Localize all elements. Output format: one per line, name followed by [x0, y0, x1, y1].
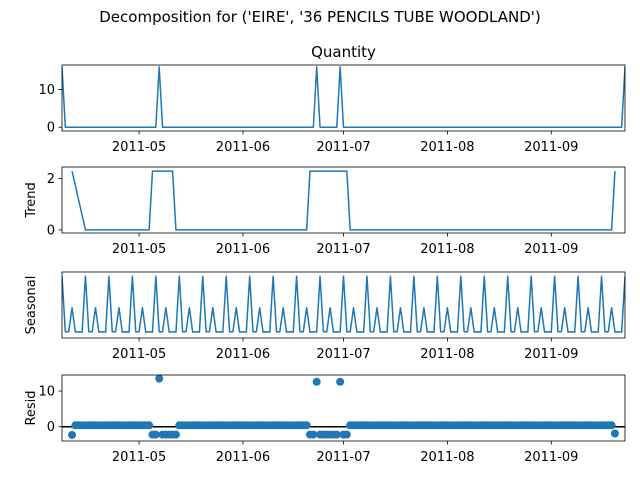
seasonal-xtick-label: 2011-09	[524, 347, 578, 362]
resid-point	[309, 430, 318, 439]
figure-suptitle: Decomposition for ('EIRE', '36 PENCILS T…	[99, 8, 540, 26]
trend-axes-frame	[61, 166, 626, 234]
resid-plot-area	[62, 375, 625, 439]
trend-xtick-label: 2011-07	[316, 242, 370, 257]
resid-point	[151, 430, 160, 439]
resid-point	[332, 430, 341, 439]
trend-series-line	[71, 170, 616, 231]
seasonal-ylabel: Seasonal	[24, 276, 39, 335]
resid-point	[155, 375, 164, 383]
subplot-observed: 0 10 2011-05 2011-06 2011-07 2011-08 2011-09 Qu…	[38, 43, 626, 155]
resid-xtick-label: 2011-08	[420, 450, 474, 465]
resid-ytick-label: 0	[47, 420, 55, 435]
resid-point	[145, 421, 154, 430]
trend-ylabel: Trend	[24, 182, 39, 219]
resid-xtick-label: 2011-06	[216, 450, 270, 465]
trend-xtick-label: 2011-08	[420, 242, 474, 257]
resid-point	[342, 430, 351, 439]
observed-xtick-label: 2011-07	[316, 140, 370, 155]
observed-xtick-label: 2011-08	[420, 140, 474, 155]
trend-ytick-label: 2	[47, 172, 55, 187]
seasonal-xtick-label: 2011-08	[420, 347, 474, 362]
seasonal-plot-area	[62, 275, 625, 333]
trend-ytick-label: 0	[47, 223, 55, 238]
observed-xtick-label: 2011-05	[112, 140, 166, 155]
subplot-seasonal: 2011-05 2011-06 2011-07 2011-08 2011-09 Seaso…	[24, 271, 626, 362]
resid-point	[607, 421, 616, 430]
resid-point	[312, 377, 321, 386]
seasonal-xtick-label: 2011-06	[216, 347, 270, 362]
resid-point	[68, 430, 77, 439]
resid-xtick-label: 2011-09	[524, 450, 578, 465]
observed-xtick-label: 2011-06	[216, 140, 270, 155]
observed-plot-area	[62, 66, 625, 128]
resid-xtick-label: 2011-05	[112, 450, 166, 465]
resid-point	[171, 430, 180, 439]
seasonal-xtick-label: 2011-07	[316, 347, 370, 362]
trend-xtick-label: 2011-06	[216, 242, 270, 257]
resid-point	[336, 377, 345, 386]
observed-ytick-label: 10	[38, 83, 55, 98]
observed-xtick-label: 2011-09	[524, 140, 578, 155]
subplot-trend: 0 2 2011-05 2011-06 2011-07 2011-08 2011-09 Tre…	[24, 166, 626, 257]
resid-point	[610, 429, 619, 438]
seasonal-series-line	[62, 275, 625, 333]
resid-ytick-label: 10	[38, 385, 55, 400]
trend-xtick-label: 2011-09	[524, 242, 578, 257]
seasonal-xtick-label: 2011-05	[112, 347, 166, 362]
observed-ytick-label: 0	[47, 121, 55, 136]
resid-ylabel: Resid	[24, 390, 39, 425]
trend-plot-area	[71, 170, 616, 231]
observed-title: Quantity	[311, 43, 376, 61]
trend-xtick-label: 2011-05	[112, 242, 166, 257]
subplot-resid: 0 10 2011-05 2011-06 2011-07 2011-08 2011-09 Re…	[24, 374, 626, 465]
resid-point	[302, 421, 311, 430]
observed-series-line	[62, 66, 625, 128]
resid-xtick-label: 2011-07	[316, 450, 370, 465]
